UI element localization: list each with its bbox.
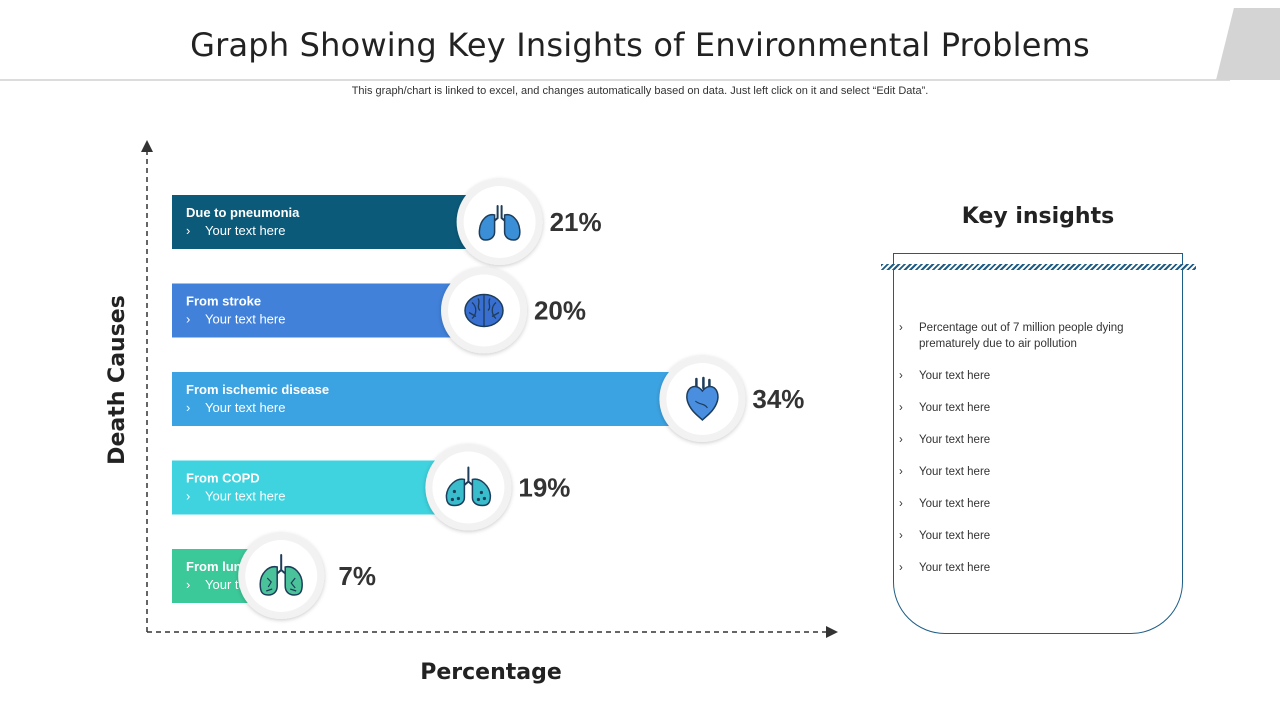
chevron-right-icon: ›	[899, 466, 903, 478]
chevron-right-icon: ›	[186, 577, 190, 592]
insight-text: Your text here	[919, 498, 991, 510]
insight-text: Your text here	[919, 434, 991, 446]
insight-item: › Your text here	[899, 368, 1169, 384]
bar-value-label: 7%	[338, 561, 376, 591]
bar-sub-label: Your text here	[205, 312, 285, 327]
insight-item: › Your text here	[899, 432, 1169, 448]
bar	[172, 460, 469, 515]
chevron-right-icon: ›	[899, 562, 903, 574]
bar-row: From lung cancer›Your text here7%	[172, 533, 376, 619]
lungs-icon	[478, 205, 521, 241]
icon-circle	[432, 451, 505, 524]
brain-icon	[464, 293, 504, 328]
page-subtitle: This graph/chart is linked to excel, and…	[351, 85, 929, 97]
bar-category-label: From stroke	[186, 294, 261, 309]
bar	[172, 283, 484, 338]
chevron-right-icon: ›	[186, 223, 190, 238]
bar-sub-label: Your text here	[205, 489, 285, 504]
bar-sub-label: Your text here	[205, 400, 285, 415]
insight-item: › Your text here	[899, 464, 1169, 480]
bar-value-label: 21%	[550, 207, 602, 237]
bar-chart: Due to pneumonia › Your text here 21% From s…	[105, 140, 838, 685]
chevron-right-icon: ›	[899, 322, 903, 334]
insight-text: Your text here	[919, 562, 991, 574]
bar	[172, 372, 703, 426]
bar-category-label: From ischemic disease	[186, 382, 329, 397]
icon-circle	[245, 540, 318, 612]
chevron-right-icon: ›	[899, 402, 903, 414]
chevron-right-icon: ›	[186, 400, 190, 415]
insight-text: Your text here	[919, 530, 991, 542]
heart-icon	[686, 376, 719, 422]
chart-axes	[141, 140, 838, 638]
cancer-lungs-icon	[259, 554, 303, 596]
insights-title: Key insights	[961, 204, 1115, 229]
insight-text: Your text here	[919, 466, 991, 478]
bar-sub-label: Your text here	[205, 223, 285, 238]
insight-item: › Percentage out of 7 million people dyin…	[899, 320, 1169, 352]
insight-text: Percentage out of 7 million people dying…	[919, 322, 1124, 350]
page-title: Graph Showing Key Insights of Environmen…	[190, 26, 1090, 64]
insight-text: Your text here	[919, 402, 991, 414]
chevron-right-icon: ›	[899, 530, 903, 542]
icon-circle	[463, 186, 536, 258]
insights-hatch-band	[881, 264, 1196, 270]
bar-row: From stroke › Your text here 20%	[172, 267, 586, 354]
insight-item: › Your text here	[899, 400, 1169, 416]
title-divider	[0, 79, 1230, 81]
bar-value-label: 20%	[534, 296, 586, 326]
bar-category-label: From COPD	[186, 471, 260, 486]
bar-row: From ischemic disease › Your text here 34%	[172, 356, 804, 442]
chevron-right-icon: ›	[899, 370, 903, 382]
insight-item: › Your text here	[899, 496, 1169, 512]
bar-value-label: 19%	[518, 473, 570, 503]
chevron-right-icon: ›	[899, 434, 903, 446]
x-axis-title: Percentage	[420, 660, 562, 685]
bar	[172, 195, 500, 249]
insights-list: › Percentage out of 7 million people dyin…	[899, 320, 1169, 592]
insights-panel	[893, 253, 1183, 634]
bar-value-label: 34%	[752, 384, 804, 414]
bar-category-label: Due to pneumonia	[186, 205, 300, 220]
corner-decoration	[1216, 8, 1280, 80]
chevron-right-icon: ›	[186, 312, 190, 327]
y-axis-title: Death Causes	[105, 295, 130, 465]
bar-row: From COPD › Your text here 19%	[172, 444, 570, 531]
insight-item: › Your text here	[899, 560, 1169, 576]
insight-text: Your text here	[919, 370, 991, 382]
copd-lungs-icon	[445, 466, 492, 507]
chevron-right-icon: ›	[186, 489, 190, 504]
bar-row: Due to pneumonia › Your text here 21%	[172, 179, 602, 265]
chevron-right-icon: ›	[899, 498, 903, 510]
insight-item: › Your text here	[899, 528, 1169, 544]
